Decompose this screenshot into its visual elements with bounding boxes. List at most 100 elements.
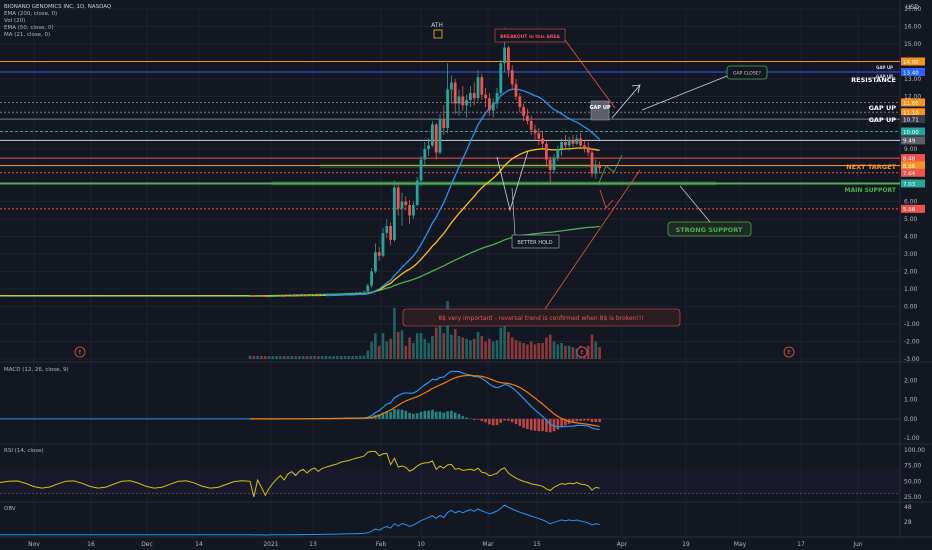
strong-support-arrow	[679, 185, 711, 223]
macd-histogram-bar	[503, 418, 506, 421]
main-support-label: MAIN SUPPORT	[845, 187, 897, 194]
obv-label[interactable]: OBV	[4, 506, 16, 512]
price-tag-label: 7.64	[903, 171, 916, 177]
rsi-tick-label: 100.00	[904, 447, 925, 454]
indicator-ema50[interactable]: EMA (50, close, 0)	[4, 25, 54, 31]
history-candle	[95, 295, 98, 297]
candle-body	[579, 138, 582, 146]
candle-body	[412, 205, 415, 216]
history-candle	[45, 295, 48, 297]
candle-body	[298, 295, 301, 297]
candle-body	[248, 296, 252, 297]
macd-histogram-bar	[526, 418, 529, 430]
volume-bar	[457, 336, 461, 359]
indicator-ema200[interactable]: EMA (200, close, 0)	[4, 11, 58, 17]
price-tag	[901, 108, 925, 117]
better-hold-label: BETTER HOLD	[517, 240, 552, 246]
obv-tick-label: 28	[904, 519, 912, 526]
volume-bar	[491, 341, 495, 359]
history-candle	[125, 295, 128, 297]
candle-body	[267, 296, 271, 298]
volume-bar	[324, 356, 328, 359]
macd-histogram-bar	[400, 409, 404, 419]
candle-body	[522, 107, 525, 116]
history-candle	[34, 295, 37, 297]
candle-body	[484, 94, 487, 99]
obv-line	[0, 504, 600, 536]
obv-legend: OBV	[4, 506, 16, 513]
main-legend: BIONANO GENOMICS INC, 1D, NASDAQ EMA (20…	[4, 4, 111, 39]
history-candle	[228, 295, 231, 297]
macd-histogram-bar	[583, 418, 586, 421]
price-tag	[901, 68, 925, 76]
volume-bar	[522, 343, 525, 359]
y-tick-label: 9.00	[904, 146, 918, 153]
macd-label[interactable]: MACD (12, 26, close, 9)	[4, 367, 69, 373]
ath-box	[433, 29, 443, 39]
earnings-label: E	[787, 350, 790, 356]
history-candle	[159, 295, 162, 297]
volume-bar	[495, 340, 499, 359]
price-tag	[901, 98, 925, 107]
rsi-tick-label: 50.00	[904, 478, 921, 485]
history-candle	[247, 295, 250, 297]
gap-close-label: GAP CLOSE?	[733, 71, 761, 77]
history-candle	[106, 295, 109, 297]
volume-bar	[427, 343, 430, 359]
macd-histogram-bar	[552, 418, 556, 432]
history-candle	[148, 295, 151, 297]
candle-body	[320, 294, 324, 296]
candle-body	[450, 82, 453, 90]
macd-histogram-bar	[586, 418, 590, 421]
macd-histogram-bar	[575, 418, 579, 422]
volume-bar	[366, 350, 370, 359]
macd-histogram-bar	[594, 418, 598, 422]
history-candle	[182, 295, 185, 297]
macd-histogram-bar	[446, 411, 449, 419]
candle-body	[465, 100, 468, 106]
volume-bar	[541, 343, 544, 359]
volume-bar	[355, 356, 358, 359]
history-candle	[49, 295, 52, 297]
volume-bar	[598, 347, 601, 359]
macd-histogram-bar	[476, 418, 480, 420]
rsi-label[interactable]: RSI (14, close)	[4, 448, 44, 454]
candle-body	[598, 164, 601, 169]
volume-bar	[442, 333, 446, 359]
history-candle	[38, 295, 41, 297]
candle-body	[590, 152, 594, 174]
breakout-arrow	[564, 39, 616, 109]
volume-bar	[590, 334, 594, 359]
volume-bar	[567, 345, 571, 359]
candle-body	[518, 96, 522, 107]
candle-body	[355, 292, 358, 294]
candle-body	[377, 252, 381, 256]
history-candle	[15, 295, 18, 297]
candle-body	[404, 201, 408, 205]
y-tick-label: -2.00	[904, 339, 920, 346]
volume-bar	[480, 336, 484, 359]
history-candle	[7, 295, 10, 297]
history-candle	[152, 295, 155, 297]
indicator-ma21[interactable]: MA (21, close, 0)	[4, 32, 51, 38]
candle-body	[294, 295, 297, 297]
volume-bar	[263, 356, 267, 359]
history-candle	[235, 295, 238, 297]
volume-bar	[571, 347, 575, 359]
history-candle	[167, 295, 170, 297]
volume-bar	[385, 341, 389, 359]
macd-histogram-bar	[518, 418, 522, 427]
candle-body	[396, 187, 400, 209]
y-tick-label: 6.00	[904, 199, 918, 206]
y-tick-label: -3.00	[904, 356, 920, 363]
macd-histogram-bar	[522, 418, 525, 428]
macd-signal-line	[250, 374, 600, 428]
candle-body	[541, 138, 544, 144]
macd-histogram-bar	[423, 410, 427, 419]
history-candle	[186, 295, 189, 297]
candle-body	[400, 201, 404, 209]
indicator-vol[interactable]: Vol (20)	[4, 18, 26, 24]
candle-body	[374, 252, 377, 272]
x-tick-label: 15	[533, 541, 541, 548]
